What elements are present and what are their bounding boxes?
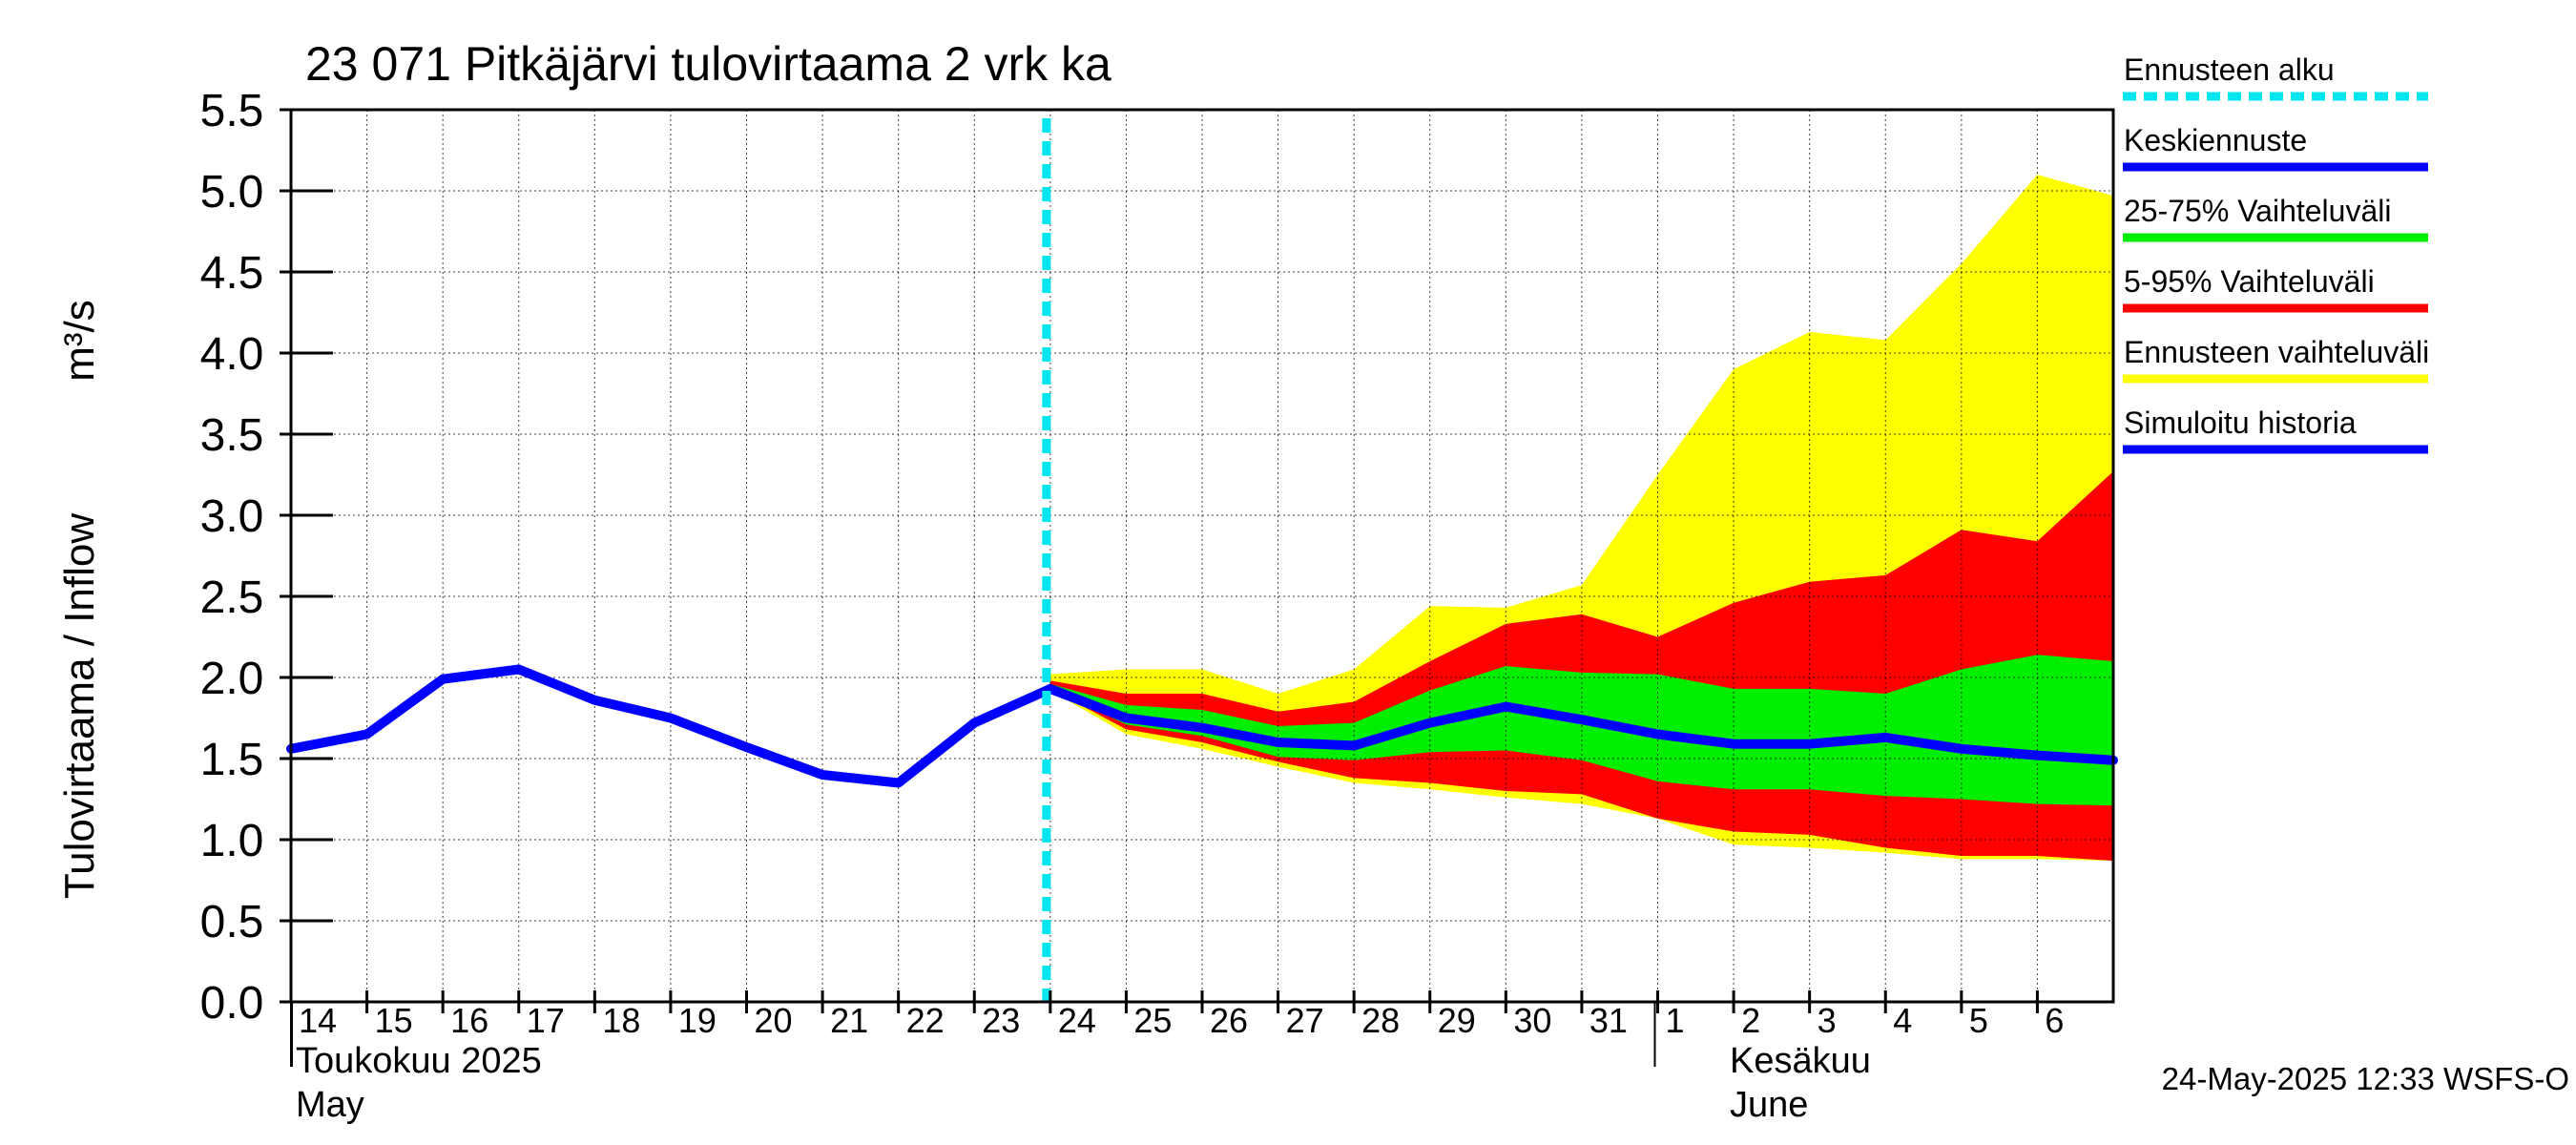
x-tick-label: 14	[299, 1001, 337, 1040]
timestamp: 24-May-2025 12:33 WSFS-O	[2162, 1061, 2569, 1096]
y-tick-label: 5.0	[200, 167, 264, 218]
x-tick-label: 26	[1210, 1001, 1248, 1040]
y-tick-label: 4.5	[200, 248, 264, 299]
y-tick-label: 0.0	[200, 978, 264, 1029]
x-tick-label: 29	[1438, 1001, 1476, 1040]
y-tick-label: 2.0	[200, 654, 264, 704]
x-tick-label: 4	[1893, 1001, 1912, 1040]
y-axis-unit: m³/s	[56, 300, 103, 382]
legend-label-keskiennuste: Keskiennuste	[2124, 123, 2307, 157]
y-tick-label: 2.5	[200, 572, 264, 623]
x-tick-label: 24	[1058, 1001, 1096, 1040]
x-axis: 14 15 16 17 18 19 20 21 22 23 24 25 26 27 28 29 30 31 1 2 3 4…	[290, 990, 2064, 1067]
x-tick-label: 19	[678, 1001, 717, 1040]
june-label-fi: Kesäkuu	[1730, 1041, 1871, 1081]
x-tick-label: 20	[755, 1001, 793, 1040]
x-tick-label: 28	[1361, 1001, 1400, 1040]
x-tick-label: 30	[1513, 1001, 1551, 1040]
may-label-fi: Toukokuu 2025	[296, 1041, 542, 1081]
x-tick-label: 5	[1969, 1001, 1988, 1040]
month-labels: Toukokuu 2025 May Kesäkuu June	[296, 1041, 1871, 1125]
x-tick-label: 2	[1741, 1001, 1760, 1040]
y-tick-label: 1.5	[200, 735, 264, 785]
y-tick-label: 3.0	[200, 491, 264, 542]
y-axis-title: Tulovirtaama / Inflow	[56, 513, 103, 900]
legend-label-simuloitu-historia: Simuloitu historia	[2124, 406, 2357, 440]
y-tick-label: 0.5	[200, 897, 264, 947]
x-tick-label: 17	[527, 1001, 565, 1040]
june-label-en: June	[1730, 1085, 1808, 1125]
x-tick-label: 22	[906, 1001, 945, 1040]
x-tick-label: 6	[2045, 1001, 2064, 1040]
legend-label-ennusteen-alku: Ennusteen alku	[2124, 52, 2335, 87]
x-tick-label: 15	[375, 1001, 413, 1040]
line-simuloitu-historia	[286, 664, 1055, 788]
x-tick-label: 31	[1589, 1001, 1628, 1040]
x-tick-label: 25	[1133, 1001, 1172, 1040]
legend-label-25-75pct-vaihteluv-li: 25-75% Vaihteluväli	[2124, 194, 2391, 228]
legend-label-ennusteen-vaihteluv-li: Ennusteen vaihteluväli	[2124, 335, 2429, 369]
y-axis: 0.0 0.5 1.0 1.5 2.0 2.5 3.0 3.5 4.0 4.5 5.0 5.5	[200, 86, 333, 1029]
x-tick-label: 27	[1286, 1001, 1324, 1040]
x-tick-label: 1	[1666, 1001, 1685, 1040]
line-keskiennuste	[1045, 683, 2118, 765]
x-tick-label: 23	[982, 1001, 1020, 1040]
legend-label-5-95pct-vaihteluv-li: 5-95% Vaihteluväli	[2124, 264, 2375, 299]
y-tick-label: 4.0	[200, 329, 264, 380]
x-tick-label: 21	[830, 1001, 868, 1040]
y-tick-label: 1.0	[200, 816, 264, 866]
x-tick-label: 3	[1818, 1001, 1837, 1040]
plot-grid	[291, 110, 2113, 1002]
x-tick-label: 18	[602, 1001, 640, 1040]
x-tick-label: 16	[450, 1001, 488, 1040]
chart-title: 23 071 Pitkäjärvi tulovirtaama 2 vrk ka	[305, 37, 1111, 91]
y-tick-label: 5.5	[200, 86, 264, 136]
may-label-en: May	[296, 1085, 364, 1125]
y-axis-labels: Tulovirtaama / Inflow m³/s	[56, 300, 103, 899]
legend: Ennusteen alku Keskiennuste 25-75% Vaihtel…	[2123, 52, 2429, 454]
y-tick-label: 3.5	[200, 410, 264, 461]
flow-lines	[286, 664, 2118, 788]
